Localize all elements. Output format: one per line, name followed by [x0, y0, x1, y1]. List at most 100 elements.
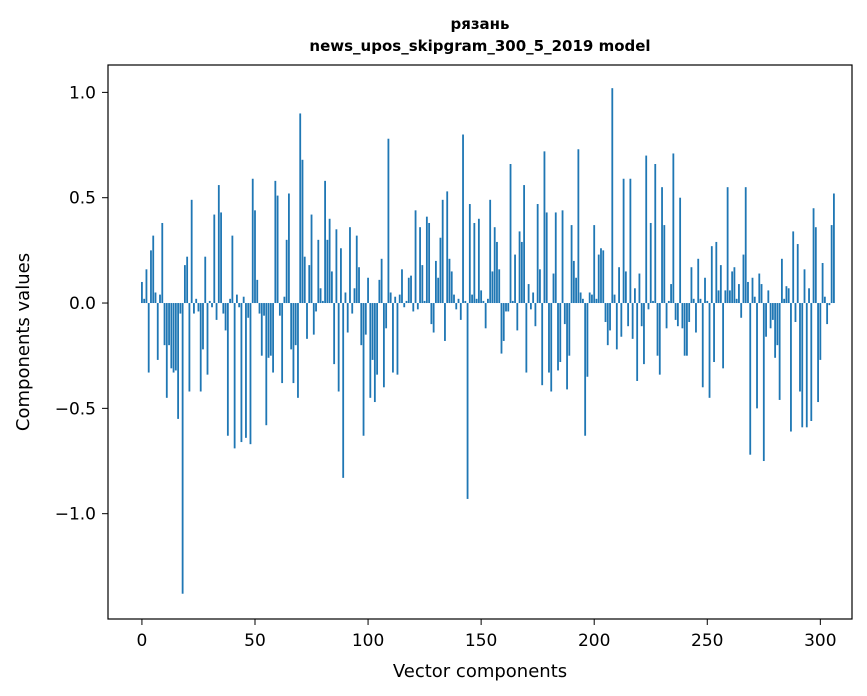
bar — [412, 303, 415, 312]
bar — [821, 263, 824, 304]
bar — [514, 254, 516, 304]
y-axis-label: Components values — [13, 253, 34, 431]
y-axis-ticks: 1.0 0.5 0.0 −0.5 −1.0 — [55, 83, 108, 525]
bar — [557, 303, 559, 371]
bar — [269, 303, 272, 356]
bar — [534, 303, 537, 327]
bar — [509, 164, 512, 304]
bar — [247, 303, 250, 318]
bar — [396, 303, 399, 375]
y-tick-label: 1.0 — [69, 83, 96, 103]
bar — [288, 193, 290, 304]
bar — [321, 300, 324, 304]
bar — [654, 164, 657, 304]
bar — [726, 187, 729, 304]
bar — [382, 303, 385, 388]
bar — [595, 298, 598, 304]
bar — [520, 241, 523, 304]
bar — [643, 303, 645, 365]
bar — [634, 288, 636, 304]
bar — [355, 235, 358, 304]
bar — [165, 303, 168, 398]
bar — [536, 204, 539, 304]
bar — [507, 303, 510, 312]
bar — [254, 210, 256, 304]
bar — [708, 303, 711, 398]
bar — [817, 303, 819, 403]
bar — [801, 303, 804, 428]
bar — [188, 303, 191, 392]
chart-title-line2: news_upos_skipgram_300_5_2019 model — [309, 37, 650, 55]
bar — [308, 265, 311, 304]
bar — [658, 303, 661, 375]
bar — [724, 290, 727, 304]
bar — [823, 296, 826, 304]
bar — [193, 303, 195, 314]
bar — [686, 303, 688, 356]
bar — [776, 303, 779, 346]
bar — [290, 303, 293, 350]
bar — [367, 277, 369, 304]
bar — [808, 288, 810, 304]
bar — [238, 303, 241, 308]
bar — [392, 303, 394, 373]
bar — [387, 138, 390, 304]
bar — [349, 227, 351, 304]
bar — [407, 277, 410, 304]
bar — [330, 271, 333, 304]
bar — [292, 303, 295, 384]
bar — [826, 303, 829, 325]
bar — [197, 303, 200, 312]
bar — [699, 298, 702, 304]
bar — [681, 303, 684, 329]
bar — [790, 303, 792, 432]
x-tick-label: 100 — [352, 631, 384, 651]
bar — [297, 303, 299, 398]
bar — [471, 294, 473, 304]
bar — [713, 303, 715, 363]
bar — [588, 292, 591, 304]
bar — [177, 303, 180, 419]
bar — [568, 303, 571, 356]
bar — [455, 303, 458, 310]
bar — [439, 237, 442, 304]
bar — [249, 303, 252, 445]
bar — [172, 303, 175, 373]
bar — [523, 185, 526, 304]
bar — [661, 187, 663, 304]
x-tick-label: 250 — [691, 631, 723, 651]
bar — [301, 159, 304, 304]
bar — [457, 298, 460, 304]
bar — [183, 265, 186, 304]
bar — [421, 265, 424, 304]
bar — [441, 199, 444, 304]
bar — [500, 303, 503, 354]
bar — [224, 303, 227, 331]
bar — [638, 273, 641, 304]
bar — [376, 303, 379, 375]
bar — [147, 303, 150, 373]
bar — [310, 214, 313, 304]
bar — [208, 300, 211, 304]
bar — [636, 303, 639, 381]
bar — [672, 153, 675, 304]
bar — [584, 303, 587, 436]
bar — [550, 303, 553, 392]
bar — [276, 195, 279, 304]
bar — [450, 271, 453, 304]
x-tick-label: 200 — [578, 631, 610, 651]
bar — [319, 288, 322, 304]
bar — [342, 303, 345, 478]
bar — [428, 222, 431, 304]
bar — [222, 303, 225, 314]
bar — [803, 269, 806, 304]
bar — [541, 303, 544, 386]
bar — [799, 303, 801, 392]
bar — [181, 303, 184, 594]
bar — [245, 303, 247, 438]
bar — [403, 303, 406, 308]
bar — [597, 254, 600, 304]
bar — [204, 256, 207, 304]
bar — [459, 303, 462, 320]
bar — [704, 277, 706, 304]
